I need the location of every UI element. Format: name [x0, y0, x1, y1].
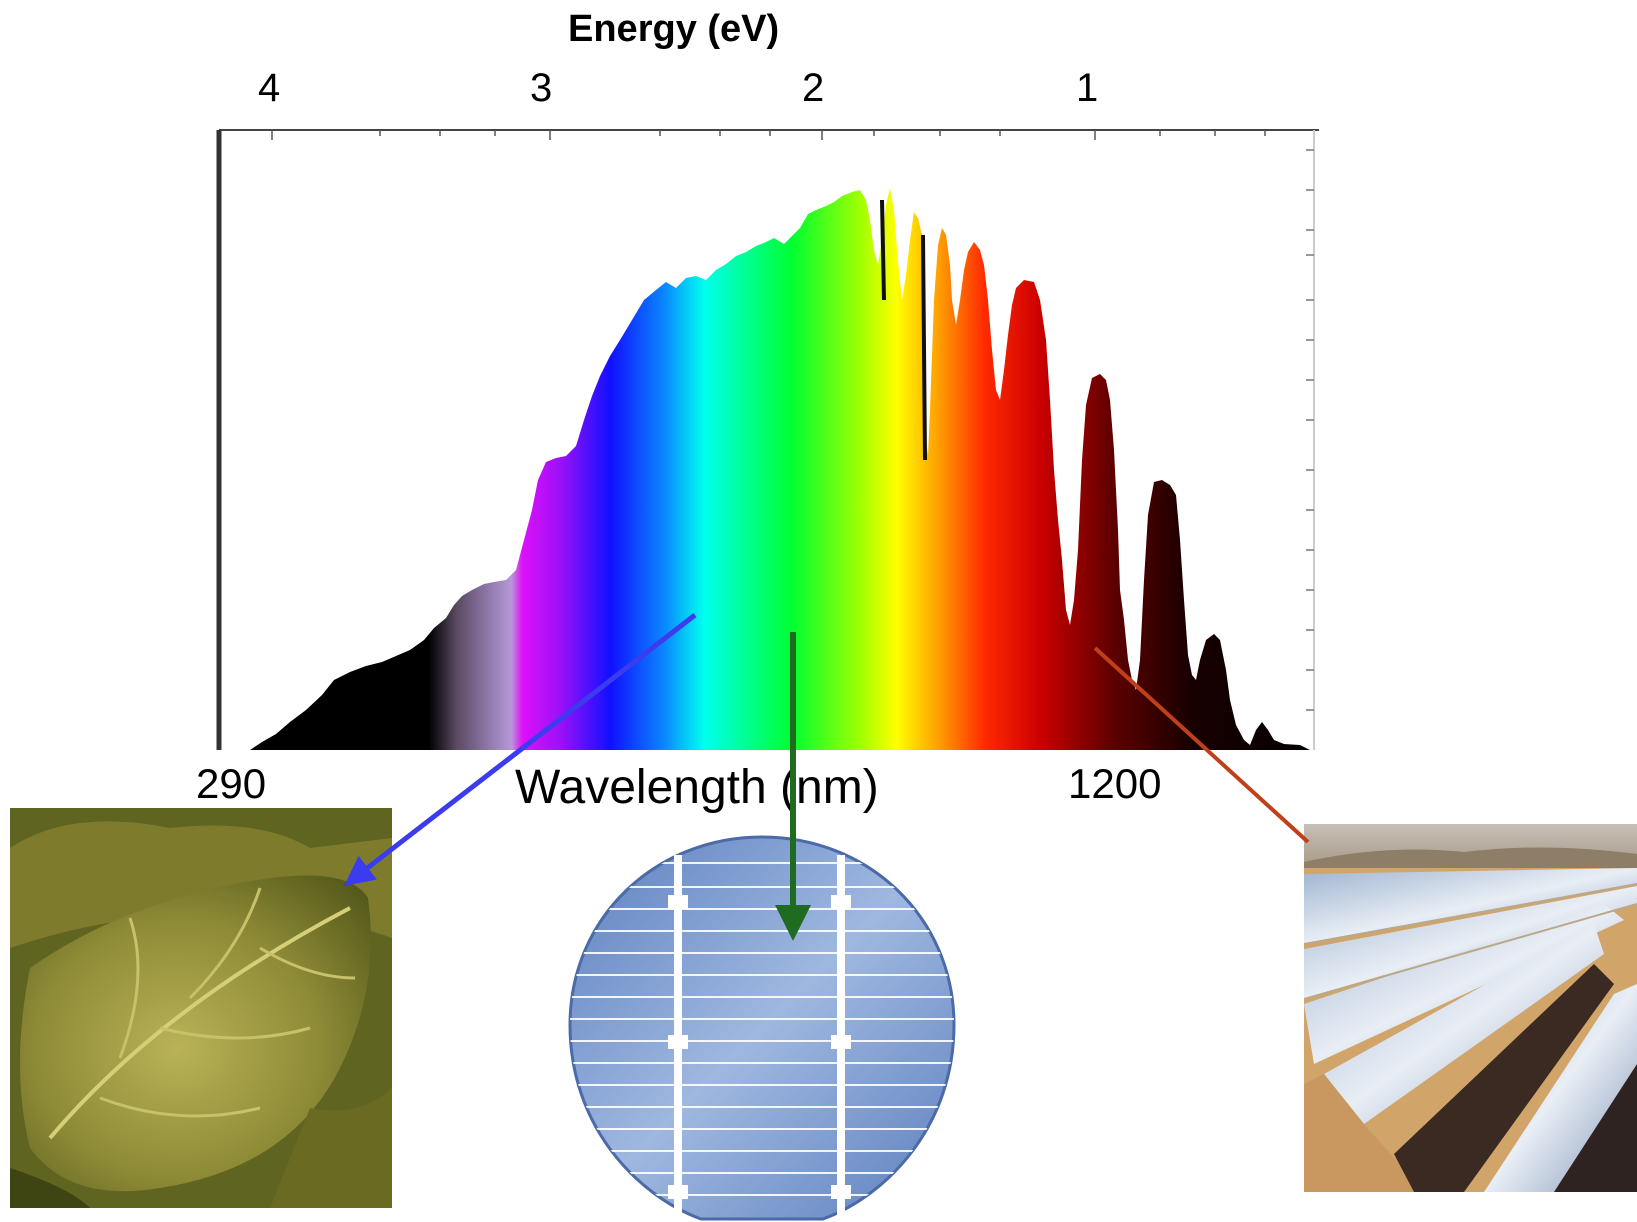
energy-tick-1: 1: [1076, 66, 1099, 110]
energy-tick-4: 4: [258, 66, 281, 110]
solar-cell-wafer: [558, 835, 966, 1222]
wavelength-tick-1200: 1200: [1068, 760, 1162, 807]
solar-mirrors-photo: [1304, 824, 1637, 1192]
wavelength-axis-title: Wavelength (nm): [515, 761, 879, 814]
energy-axis-title: Energy (eV): [568, 8, 780, 50]
wavelength-tick-290: 290: [196, 760, 267, 807]
top-axis-ticks: [271, 130, 1266, 140]
absorption-bands: [880, 200, 927, 460]
leaf-photo: [10, 808, 392, 1208]
spectrum-curve: [250, 188, 1310, 750]
energy-tick-2: 2: [802, 66, 825, 110]
energy-tick-3: 3: [530, 66, 553, 110]
